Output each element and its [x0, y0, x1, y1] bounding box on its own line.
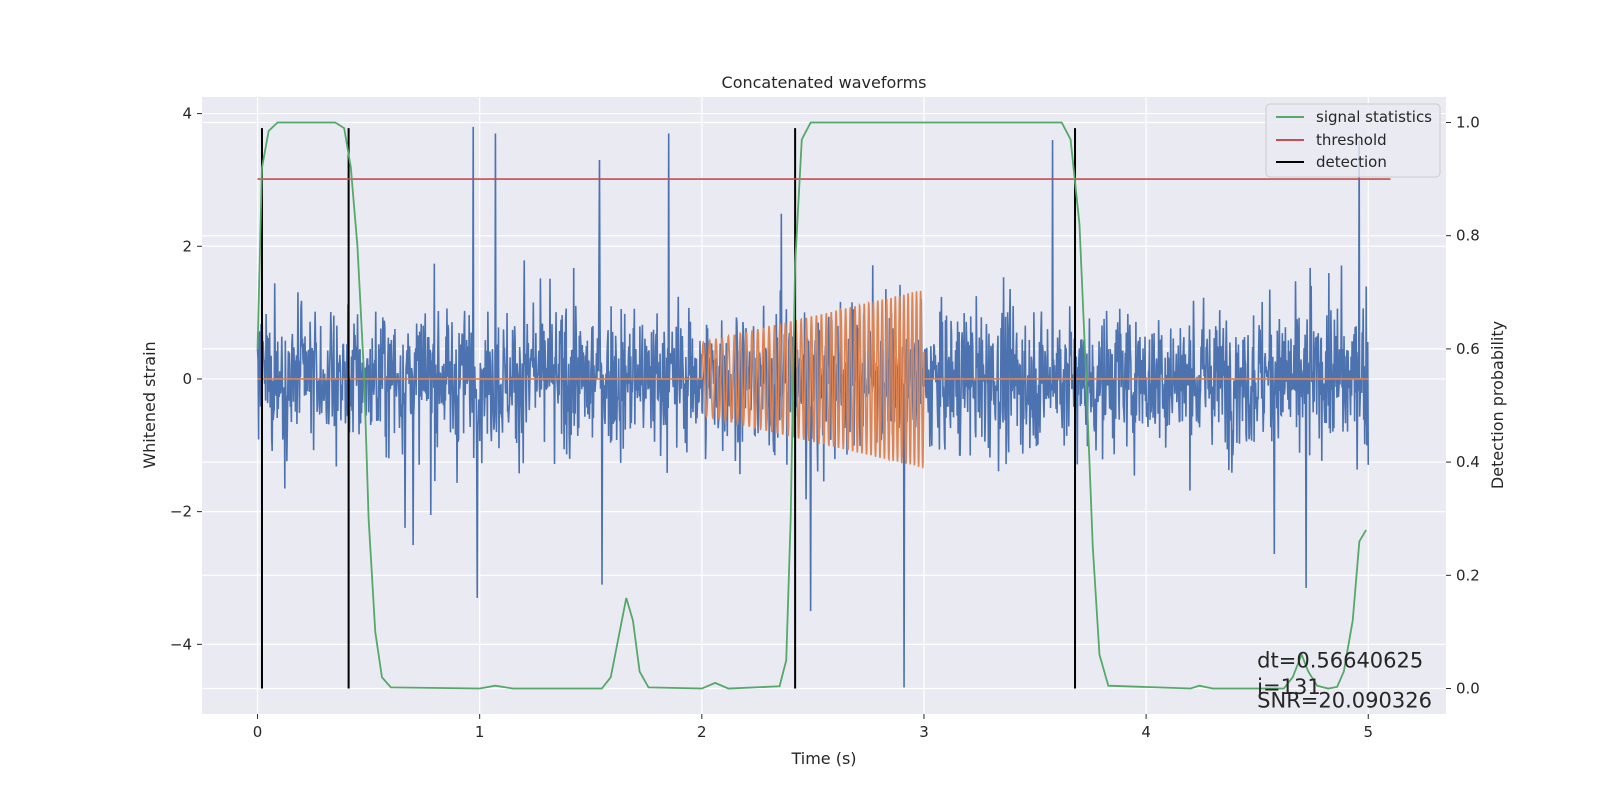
signal-statistics-line	[256, 121, 1367, 690]
chart-title: Concatenated waveforms	[722, 73, 927, 92]
y-axis-label: Whitened strain	[140, 341, 159, 468]
axes: 0 1 2 3 4 5 −4 −2 0 2 4 0.0 0.2 0.4 0.6 0.8 1.0	[170, 105, 1480, 741]
x-tick-label: 1	[475, 723, 485, 741]
legend-label-signal-statistics: signal statistics	[1316, 108, 1432, 126]
x-axis-label: Time (s)	[790, 749, 856, 768]
y-tick-label: 4	[182, 105, 192, 123]
x-tick-label: 2	[697, 723, 707, 741]
legend-label-threshold: threshold	[1316, 131, 1387, 149]
legend: signal statistics threshold detection	[1265, 103, 1441, 178]
y2-tick-label: 0.0	[1456, 680, 1480, 698]
y2-tick-label: 0.8	[1456, 227, 1480, 245]
legend-label-detection: detection	[1316, 153, 1387, 171]
x-tick-label: 3	[919, 723, 929, 741]
y2-tick-label: 0.2	[1456, 566, 1480, 584]
annotation-text: i=131	[1257, 675, 1321, 699]
y-tick-label: 2	[182, 237, 192, 255]
y-tick-label: −2	[170, 503, 192, 521]
annotation-text: dt=0.56640625	[1257, 649, 1423, 673]
data-layer	[256, 121, 1391, 690]
y-tick-label: −4	[170, 635, 192, 653]
annotation-text: SNR=20.090326	[1257, 688, 1432, 712]
x-tick-label: 5	[1363, 723, 1373, 741]
y-tick-label: 0	[182, 370, 192, 388]
chirp-line	[257, 290, 1369, 469]
x-tick-label: 0	[253, 723, 263, 741]
legend-box	[1265, 103, 1441, 178]
y2-tick-label: 1.0	[1456, 113, 1480, 131]
y2-axis-label: Detection probability	[1488, 321, 1507, 489]
y2-tick-label: 0.6	[1456, 340, 1480, 358]
x-tick-label: 4	[1141, 723, 1151, 741]
y2-tick-label: 0.4	[1456, 453, 1480, 471]
